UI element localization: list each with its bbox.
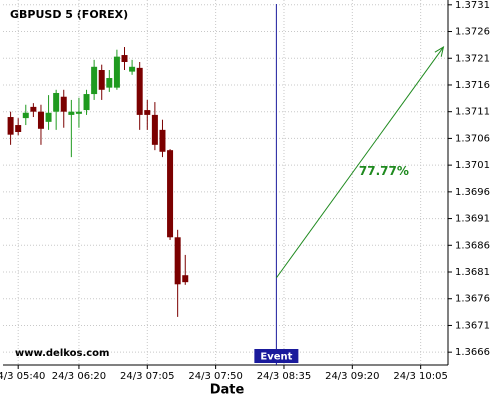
x-axis-label: Date — [210, 383, 245, 398]
candle-body — [174, 237, 181, 285]
candle-body — [151, 114, 158, 145]
y-tick-label: 1.3701 — [455, 160, 490, 171]
candle-body — [182, 275, 189, 283]
x-tick-label: 24/3 08:35 — [257, 371, 311, 382]
y-tick-label: 1.3691 — [455, 214, 490, 225]
y-tick-label: 1.3721 — [455, 53, 490, 64]
watermark: www.delkos.com — [15, 348, 109, 359]
y-tick-label: 1.3686 — [455, 240, 490, 251]
y-tick-label: 1.3716 — [455, 80, 490, 91]
candle-body — [83, 94, 90, 111]
event-box — [254, 349, 299, 363]
candle-body — [106, 78, 113, 88]
candle-body — [91, 66, 98, 95]
y-tick-label: 1.3681 — [455, 267, 490, 278]
y-tick-label: 1.3711 — [455, 107, 490, 118]
candle-body — [37, 111, 44, 129]
candle-body — [7, 117, 14, 135]
arrow-head — [434, 45, 445, 57]
chart-title: GBPUSD 5 (FOREX) — [10, 8, 128, 21]
event-label: Event — [260, 352, 292, 363]
x-tick-label: 24/3 07:50 — [188, 371, 242, 382]
x-tick-label: 24/3 05:40 — [0, 371, 45, 382]
y-tick-label: 1.3676 — [455, 294, 490, 305]
candle-body — [45, 112, 52, 122]
y-tick-label: 1.3706 — [455, 133, 490, 144]
candle-body — [30, 106, 37, 112]
y-tick-label: 1.3666 — [455, 347, 490, 358]
x-tick-label: 24/3 10:05 — [393, 371, 447, 382]
candle-body — [22, 112, 29, 119]
candle-body — [15, 125, 22, 132]
y-tick-label: 1.3731 — [455, 0, 490, 11]
y-tick-label: 1.3726 — [455, 27, 490, 38]
candle-body — [129, 66, 136, 72]
projection-line — [275, 46, 444, 279]
candle-body — [136, 67, 143, 115]
candle-body — [167, 150, 174, 238]
candle-body — [53, 92, 60, 112]
x-tick-label: 24/3 09:20 — [325, 371, 379, 382]
x-tick-label: 24/3 06:20 — [52, 371, 106, 382]
y-tick-label: 1.3671 — [455, 320, 490, 331]
candle-body — [121, 55, 128, 62]
candle-body — [98, 70, 105, 90]
x-tick-label: 24/3 07:05 — [120, 371, 174, 382]
candle-body — [144, 110, 151, 115]
projection-label: 77.77% — [359, 164, 409, 178]
candle-body — [68, 111, 75, 115]
candle-body — [75, 111, 82, 114]
candle-body — [60, 96, 67, 112]
y-tick-label: 1.3696 — [455, 187, 490, 198]
candle-body — [113, 56, 120, 88]
candle-body — [159, 129, 166, 152]
